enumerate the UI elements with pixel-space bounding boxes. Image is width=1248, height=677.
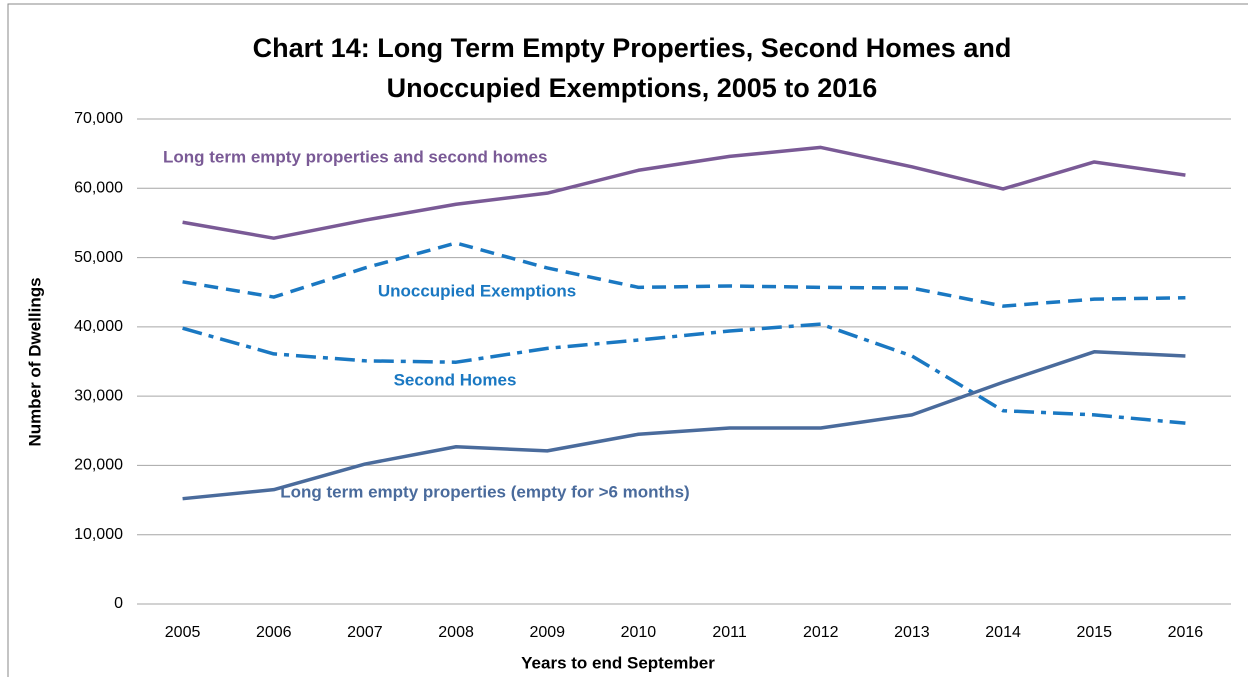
chart-title: Unoccupied Exemptions, 2005 to 2016 xyxy=(387,73,878,103)
y-tick-label: 10,000 xyxy=(74,526,123,543)
chart-title: Chart 14: Long Term Empty Properties, Se… xyxy=(253,33,1012,63)
y-tick-label: 0 xyxy=(114,595,123,612)
x-tick-label: 2010 xyxy=(621,624,657,641)
y-tick-label: 50,000 xyxy=(74,249,123,266)
series-label: Long term empty properties and second ho… xyxy=(163,147,547,166)
x-tick-label: 2012 xyxy=(803,624,839,641)
y-tick-label: 20,000 xyxy=(74,457,123,474)
x-tick-label: 2013 xyxy=(894,624,930,641)
x-tick-label: 2016 xyxy=(1168,624,1204,641)
series-label: Unoccupied Exemptions xyxy=(378,281,576,300)
x-axis-label: Years to end September xyxy=(521,653,715,672)
y-tick-label: 60,000 xyxy=(74,180,123,197)
series-label: Long term empty properties (empty for >6… xyxy=(280,482,689,501)
x-tick-label: 2006 xyxy=(256,624,292,641)
x-tick-label: 2015 xyxy=(1076,624,1112,641)
data-line xyxy=(182,322,1186,425)
data-line xyxy=(182,145,1186,240)
y-tick-label: 70,000 xyxy=(74,110,123,127)
y-tick-label: 30,000 xyxy=(74,387,123,404)
y-tick-label: 40,000 xyxy=(74,318,123,335)
chart-frame xyxy=(7,3,1248,677)
series-label: Second Homes xyxy=(394,370,517,389)
x-tick-label: 2008 xyxy=(438,624,474,641)
x-tick-label: 2005 xyxy=(165,624,201,641)
x-tick-label: 2009 xyxy=(529,624,565,641)
x-tick-label: 2011 xyxy=(712,624,747,641)
x-tick-label: 2014 xyxy=(985,624,1021,641)
x-tick-label: 2007 xyxy=(347,624,383,641)
data-line xyxy=(182,350,1186,501)
y-axis-label: Number of Dwellings xyxy=(25,277,44,446)
data-line xyxy=(182,241,1186,308)
